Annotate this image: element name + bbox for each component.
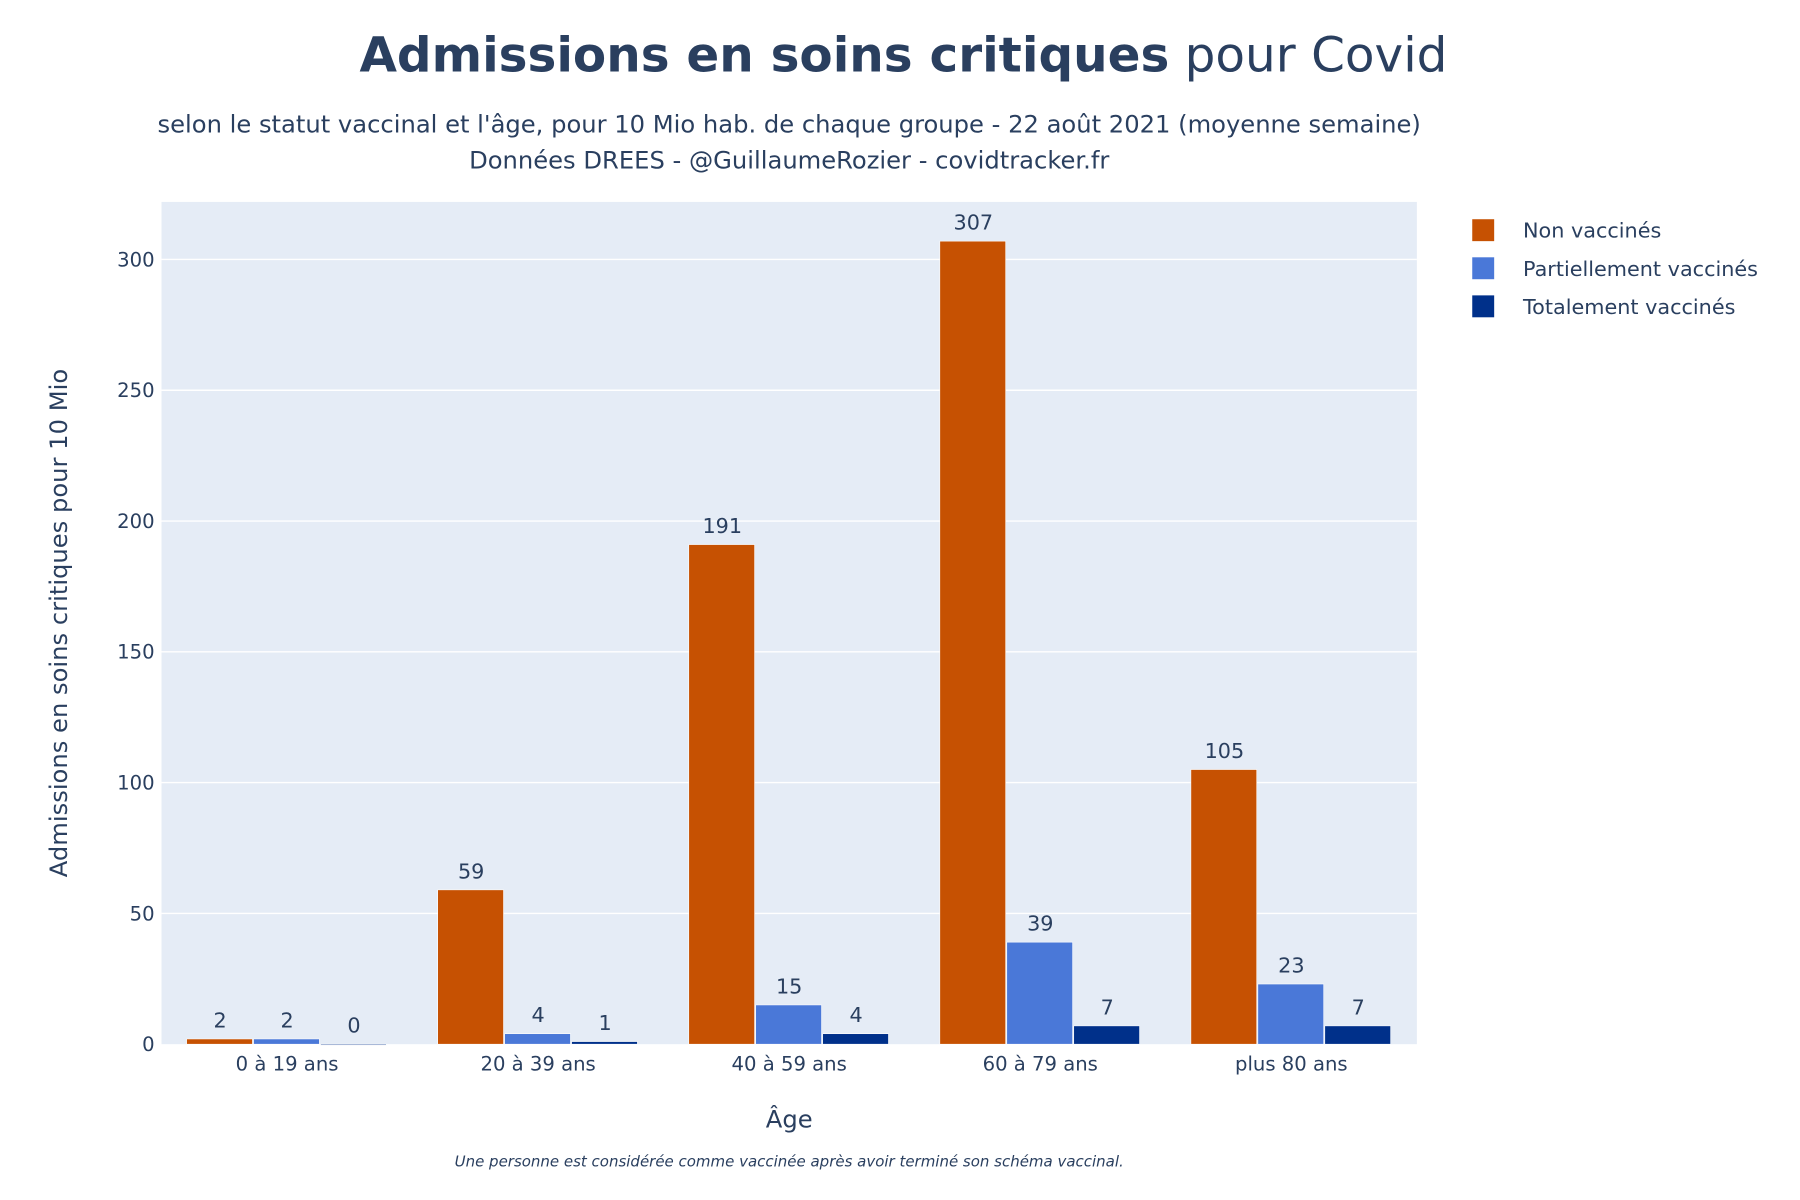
legend-swatch: [1472, 295, 1495, 318]
x-tick-label: plus 80 ans: [1235, 1053, 1348, 1076]
bar[interactable]: [504, 1033, 571, 1045]
bar[interactable]: [1257, 983, 1324, 1045]
bar-value-label: 2: [280, 1008, 293, 1032]
bar-value-label: 105: [1205, 739, 1245, 763]
x-tick-label: 20 à 39 ans: [480, 1053, 595, 1076]
bar-value-label: 4: [532, 1003, 545, 1027]
bar-value-label: 23: [1278, 953, 1304, 977]
x-tick-label: 0 à 19 ans: [236, 1053, 339, 1076]
x-tick-label: 60 à 79 ans: [983, 1053, 1098, 1076]
y-tick-label: 300: [117, 248, 154, 271]
bar-value-label: 7: [1352, 995, 1365, 1019]
bar[interactable]: [571, 1041, 638, 1045]
bar-value-label: 7: [1101, 995, 1114, 1019]
footnote: Une personne est considérée comme vaccin…: [455, 1152, 1124, 1170]
y-tick-label: 250: [117, 379, 154, 402]
bar[interactable]: [253, 1038, 320, 1045]
bar-value-label: 191: [702, 514, 742, 538]
chart-subtitle: selon le statut vaccinal et l'âge, pour …: [158, 111, 1421, 139]
bar[interactable]: [320, 1043, 387, 1046]
chart-source: Données DREES - @GuillaumeRozier - covid…: [469, 146, 1109, 174]
bar[interactable]: [939, 240, 1006, 1045]
bar[interactable]: [755, 1004, 822, 1045]
bar-value-label: 2: [214, 1008, 227, 1032]
bar-value-label: 307: [954, 211, 994, 235]
bar[interactable]: [1006, 941, 1073, 1045]
bar[interactable]: [1324, 1025, 1391, 1045]
y-axis-title: Admissions en soins critiques pour 10 Mi…: [45, 369, 73, 877]
y-tick-label: 50: [130, 902, 155, 925]
bar-value-label: 39: [1027, 912, 1053, 936]
y-tick-label: 0: [142, 1033, 154, 1056]
bar[interactable]: [186, 1038, 253, 1045]
legend-label: Totalement vaccinés: [1522, 295, 1735, 319]
bar-value-label: 1: [598, 1011, 611, 1035]
legend-item[interactable]: Totalement vaccinés: [1472, 295, 1735, 319]
bar[interactable]: [688, 544, 755, 1045]
legend-label: Non vaccinés: [1523, 219, 1661, 243]
y-tick-label: 100: [117, 772, 154, 795]
x-tick-label: 40 à 59 ans: [732, 1053, 847, 1076]
bar[interactable]: [822, 1033, 889, 1045]
bar-value-label: 4: [850, 1003, 863, 1027]
bar-value-label: 59: [458, 859, 484, 883]
legend-label: Partiellement vaccinés: [1523, 257, 1758, 281]
bar-value-label: 0: [347, 1014, 360, 1038]
bar-value-label: 15: [776, 974, 802, 998]
legend-item[interactable]: Partiellement vaccinés: [1472, 257, 1758, 281]
y-tick-label: 150: [117, 641, 154, 664]
legend-swatch: [1472, 257, 1495, 280]
legend-swatch: [1472, 219, 1495, 242]
bar[interactable]: [1190, 769, 1257, 1045]
bar[interactable]: [437, 889, 504, 1045]
legend-item[interactable]: Non vaccinés: [1472, 219, 1661, 243]
bar[interactable]: [1073, 1025, 1140, 1045]
y-tick-label: 200: [117, 510, 154, 533]
chart-title: Admissions en soins critiques pour Covid: [359, 28, 1447, 84]
x-axis-title: Âge: [766, 1104, 813, 1133]
